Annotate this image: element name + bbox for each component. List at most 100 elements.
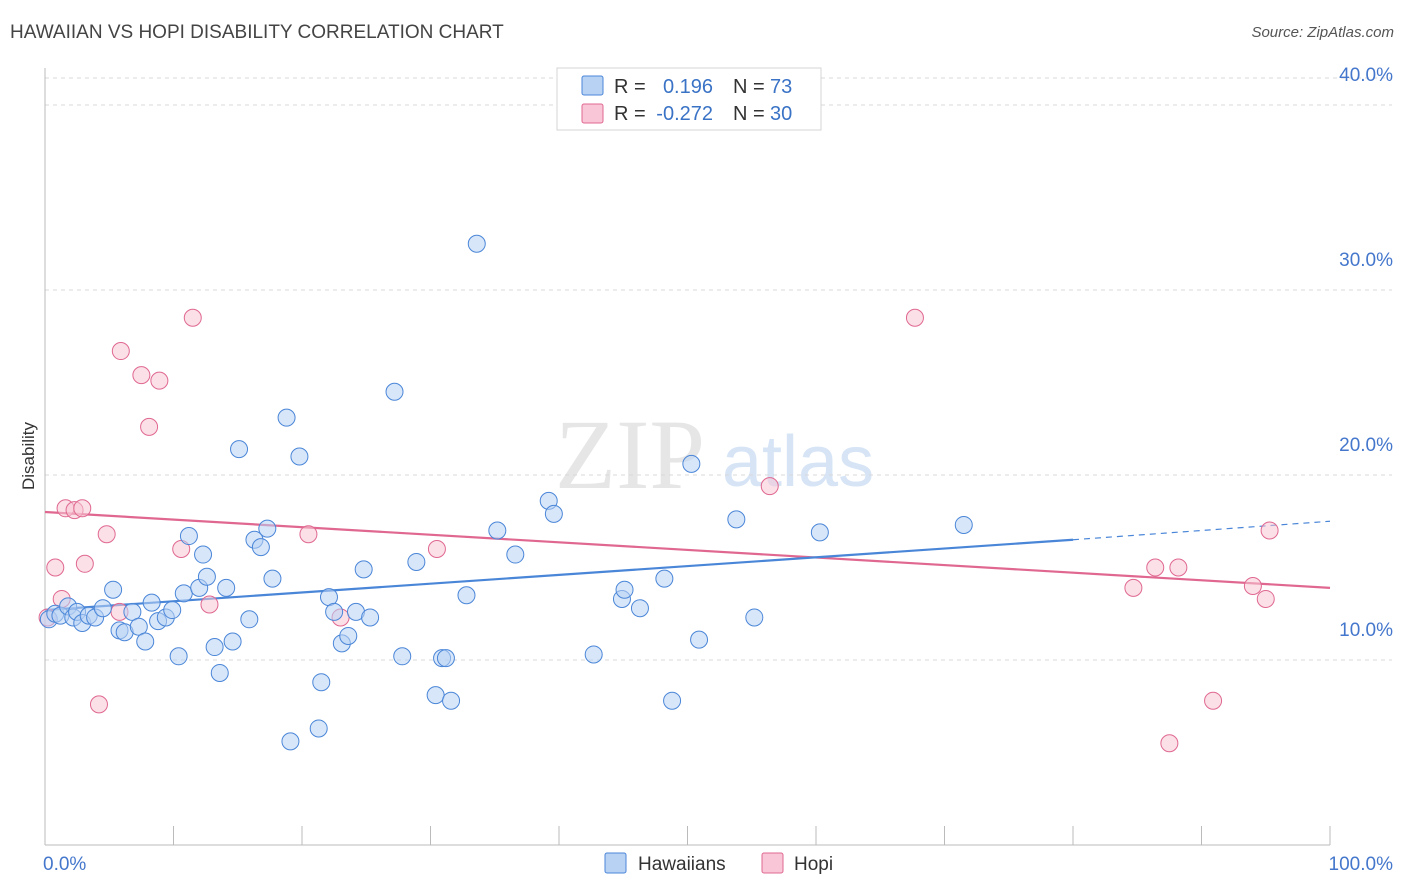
hawaiians-point — [263, 569, 282, 588]
hawaiians-point — [142, 593, 161, 612]
hawaiians-point — [277, 408, 296, 427]
hopi-point — [299, 525, 318, 544]
hopi-point — [200, 595, 219, 614]
hawaiians-point — [312, 673, 331, 692]
y-tick-label: 30.0% — [1339, 250, 1393, 271]
watermark-atlas: atlas — [722, 422, 874, 502]
hopi-point — [1260, 521, 1279, 540]
trend-line-hopi — [44, 510, 1331, 589]
hawaiians-point — [584, 645, 603, 664]
hawaiians-point — [954, 515, 973, 534]
hopi-point — [89, 695, 108, 714]
hawaiians-point — [630, 599, 649, 618]
x-tick-marks — [44, 826, 1331, 845]
legend-n-value-hopi: 30 — [770, 103, 792, 125]
hawaiians-point — [544, 504, 563, 523]
hopi-point — [1124, 578, 1143, 597]
hawaiians-point — [393, 647, 412, 666]
hawaiians-point — [436, 649, 455, 668]
series-legend-swatch-hopi — [761, 852, 784, 874]
hopi-point — [150, 371, 169, 390]
hopi-point — [1256, 589, 1275, 608]
correlation-legend: R = 0.196 N = 73 R = -0.272 N = 30 — [556, 67, 822, 131]
hawaiians-point — [727, 510, 746, 529]
watermark-zip: ZIP — [555, 399, 705, 510]
hopi-point — [97, 525, 116, 544]
hawaiians-point — [426, 686, 445, 705]
hawaiians-point — [230, 440, 249, 459]
hopi-point — [46, 558, 65, 577]
hawaiians-point — [194, 545, 213, 564]
legend-r-value-hawaiians: 0.196 — [663, 76, 713, 98]
hawaiians-point — [258, 519, 277, 538]
hawaiians-point — [810, 523, 829, 542]
hawaiians-point — [385, 382, 404, 401]
hawaiians-point — [488, 521, 507, 540]
trend-lines — [44, 510, 1331, 612]
legend-r-label-hawaiians: R = — [614, 76, 646, 98]
y-axis-label: Disability — [19, 421, 38, 490]
hawaiians-point — [197, 567, 216, 586]
hawaiians-point — [457, 586, 476, 605]
hawaiians-point — [169, 647, 188, 666]
hawaiians-points — [39, 234, 973, 751]
hopi-point — [1146, 558, 1165, 577]
hawaiians-point — [442, 691, 461, 710]
hawaiians-point — [240, 610, 259, 629]
series-legend: Hawaiians Hopi — [604, 852, 833, 875]
hopi-point — [1204, 691, 1223, 710]
hopi-point — [905, 308, 924, 327]
hopi-point — [75, 554, 94, 573]
hopi-point — [1160, 734, 1179, 753]
y-tick-label: 10.0% — [1339, 620, 1393, 641]
legend-swatch-hawaiians — [581, 75, 604, 96]
legend-n-label-hopi: N = — [733, 103, 765, 125]
hawaiians-point — [223, 632, 242, 651]
hopi-point — [132, 366, 151, 385]
hopi-point — [140, 417, 159, 436]
hawaiians-point — [407, 552, 426, 571]
x-tick-label-min: 0.0% — [43, 854, 86, 875]
hawaiians-point — [217, 578, 236, 597]
hawaiians-point — [467, 234, 486, 253]
hawaiians-point — [290, 447, 309, 466]
hopi-point — [427, 540, 446, 558]
legend-swatch-hopi — [581, 103, 604, 124]
hawaiians-point — [682, 454, 701, 473]
series-legend-label-hawaiians: Hawaiians — [638, 854, 726, 875]
hawaiians-point — [745, 608, 764, 627]
grid-lines — [45, 77, 1392, 661]
legend-n-label-hawaiians: N = — [733, 76, 765, 98]
hawaiians-point — [361, 608, 380, 627]
source-label: Source: ZipAtlas.com — [1251, 24, 1394, 41]
y-tick-labels: 10.0% 20.0% 30.0% 40.0% — [1339, 65, 1393, 641]
hopi-points — [38, 308, 1279, 753]
y-tick-label: 20.0% — [1339, 435, 1393, 456]
chart-title: HAWAIIAN VS HOPI DISABILITY CORRELATION … — [10, 22, 504, 43]
trend-line-hawaiians — [44, 538, 1074, 612]
hopi-point — [1243, 577, 1262, 595]
hopi-point — [183, 308, 202, 327]
hawaiians-point — [251, 538, 270, 557]
legend-n-value-hawaiians: 73 — [770, 76, 792, 98]
y-tick-label: 40.0% — [1339, 65, 1393, 86]
hopi-point — [760, 477, 779, 496]
hawaiians-point — [93, 599, 112, 618]
series-legend-label-hopi: Hopi — [794, 854, 833, 875]
series-legend-swatch-hawaiians — [604, 852, 627, 874]
hawaiians-point — [309, 719, 328, 738]
hawaiians-point — [174, 584, 193, 603]
x-tick-label-max: 100.0% — [1329, 854, 1394, 875]
hawaiians-point — [104, 580, 123, 599]
trend-line-hawaiians-extrapolated — [1072, 520, 1331, 541]
hawaiians-point — [663, 691, 682, 710]
hawaiians-point — [655, 569, 674, 588]
hawaiians-point — [281, 732, 300, 751]
hawaiians-point — [615, 580, 634, 599]
hopi-point — [1169, 558, 1188, 577]
hopi-point — [73, 499, 92, 518]
legend-r-value-hopi: -0.272 — [656, 103, 713, 125]
hawaiians-point — [136, 632, 155, 651]
hawaiians-point — [339, 626, 358, 645]
